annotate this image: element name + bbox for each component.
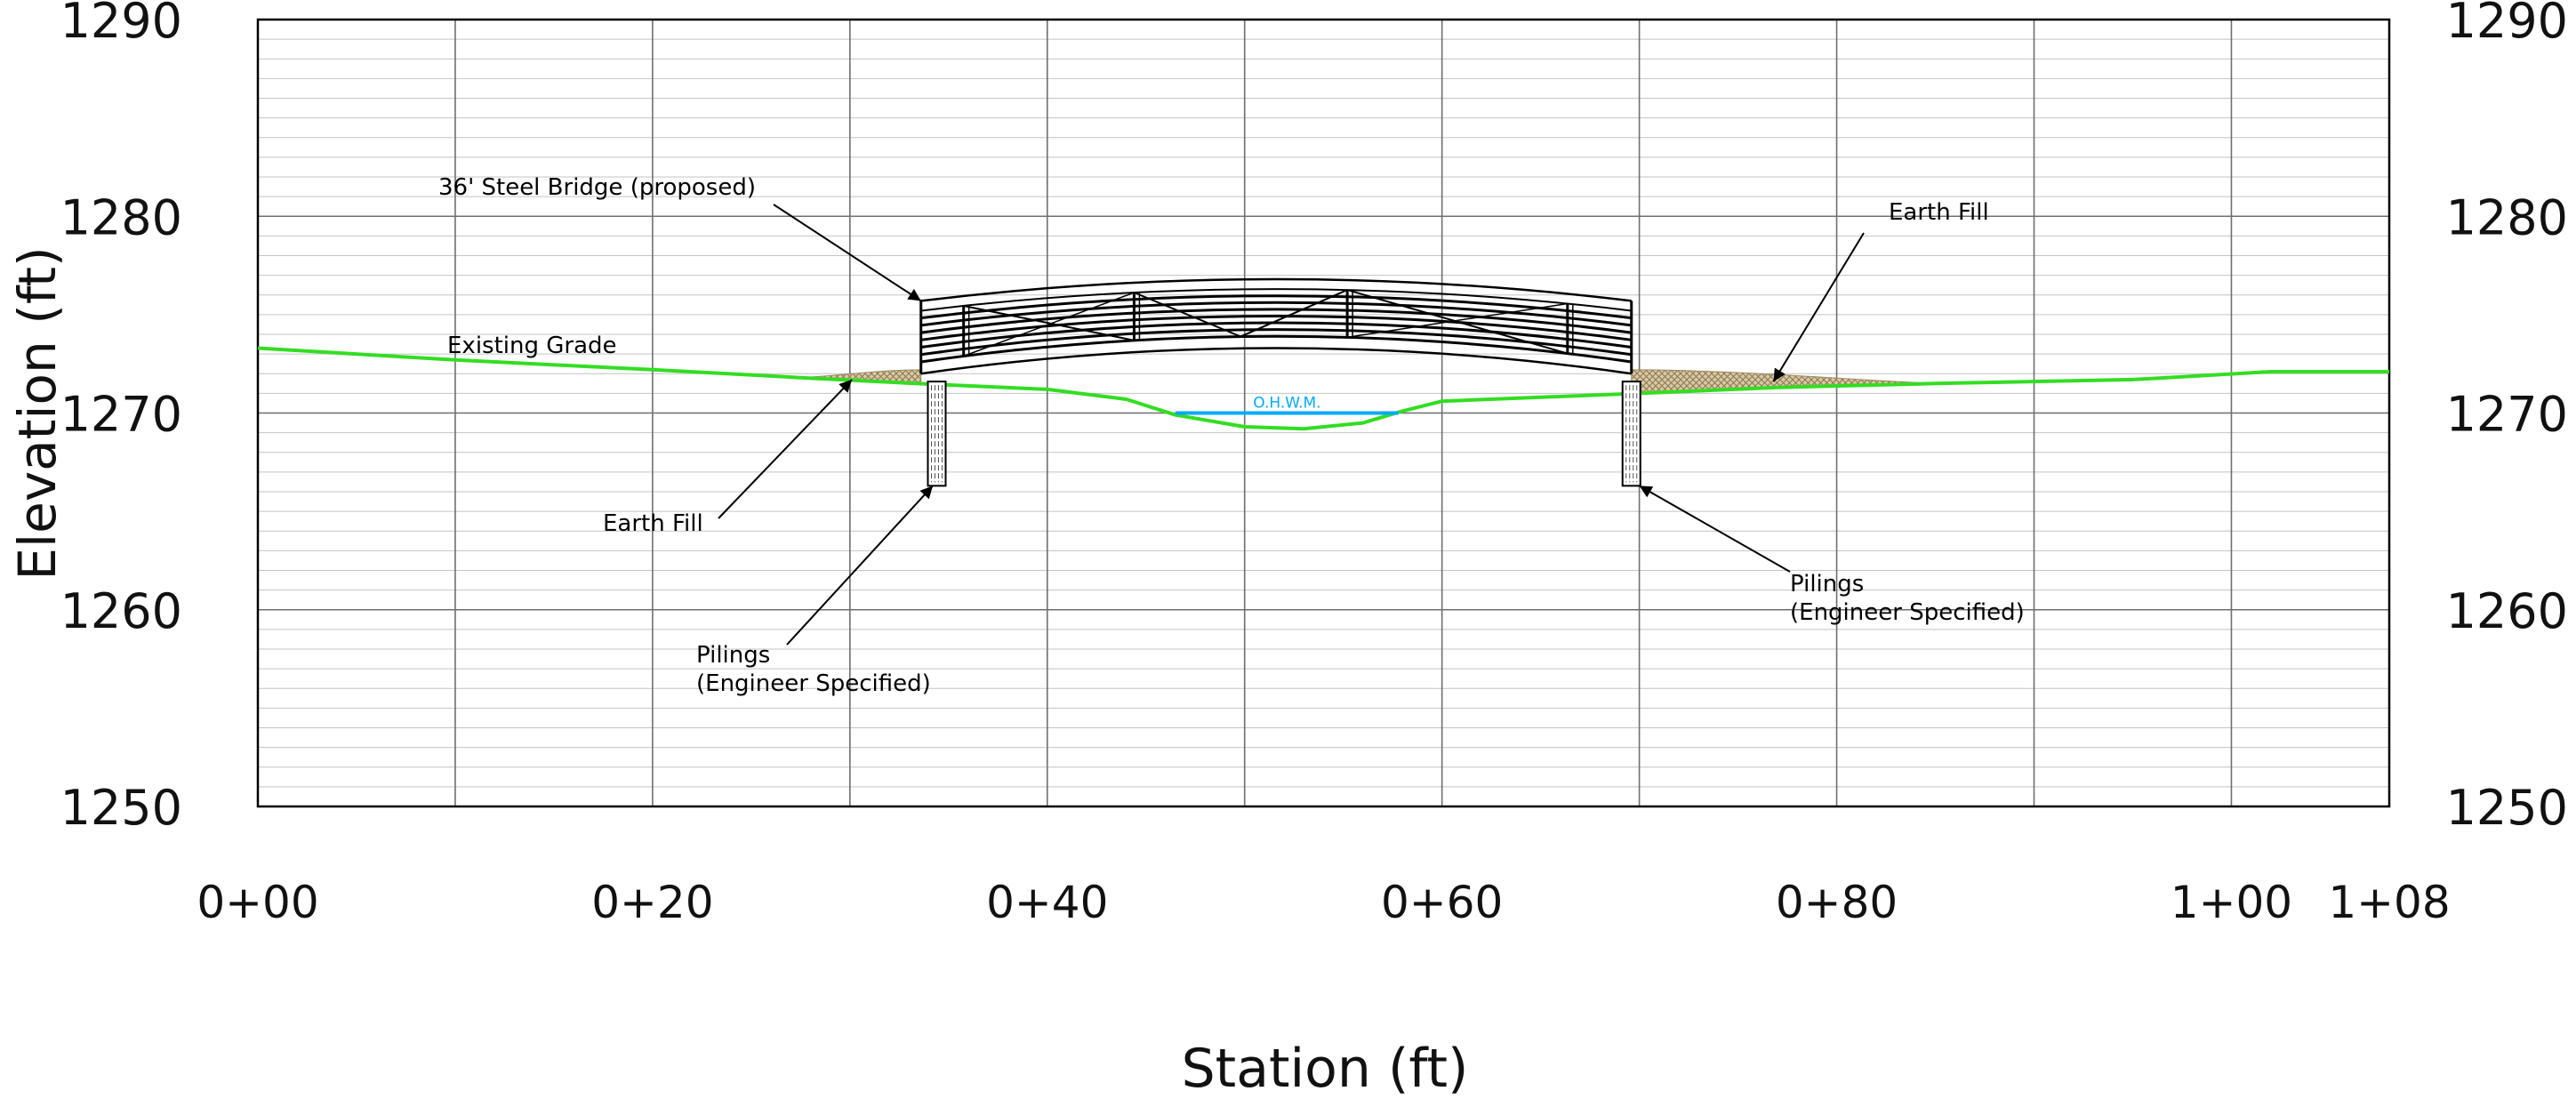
annotation-text: Earth Fill bbox=[603, 510, 703, 537]
y-tick-label-left: 1250 bbox=[60, 780, 182, 836]
annotation-text: Pilings bbox=[696, 642, 770, 669]
x-tick-label: 0+20 bbox=[591, 877, 713, 928]
bridge-rail bbox=[920, 294, 1632, 320]
x-tick-label: 0+00 bbox=[197, 877, 318, 928]
annotation-text: Pilings bbox=[1790, 571, 1864, 598]
x-axis-label: Station (ft) bbox=[1182, 1038, 1469, 1099]
y-tick-label-left: 1270 bbox=[60, 387, 182, 443]
ohwm-label: O.H.W.M. bbox=[1253, 395, 1320, 413]
bridge-diagonal bbox=[1347, 302, 1568, 339]
x-tick-label: 1+00 bbox=[2171, 877, 2292, 928]
axis-ticks: 1250 1250 1260 1260 1270 1270 1280 1280 1290 1290… bbox=[60, 0, 2568, 928]
y-tick-label-left: 1280 bbox=[60, 189, 182, 245]
piling bbox=[1621, 381, 1641, 487]
y-tick-label-right: 1280 bbox=[2446, 189, 2568, 245]
pilings bbox=[927, 381, 1641, 487]
bridge-diagonal bbox=[1240, 289, 1348, 338]
x-tick-label: 0+40 bbox=[986, 877, 1108, 928]
bridge-deck bbox=[920, 347, 1632, 375]
leader-arrow bbox=[718, 379, 853, 519]
leader-arrow bbox=[1639, 485, 1791, 573]
y-axis-label: Elevation (ft) bbox=[7, 246, 68, 580]
bridge-rail bbox=[920, 308, 1632, 334]
annotation-fill-left: Earth Fill bbox=[603, 379, 853, 537]
y-tick-label-right: 1260 bbox=[2446, 583, 2568, 639]
steel-bridge bbox=[919, 277, 1633, 375]
annotation-text: (Engineer Specified) bbox=[1790, 599, 2025, 626]
annotations: 36' Steel Bridge (proposed) Existing Grad… bbox=[438, 174, 2025, 697]
existing-grade-line bbox=[257, 346, 2389, 431]
annotation-grade: Existing Grade bbox=[447, 333, 617, 359]
bridge-rail bbox=[920, 321, 1632, 349]
x-tick-label: 1+08 bbox=[2328, 877, 2450, 928]
bridge-diagonal bbox=[963, 304, 1135, 341]
annotation-pilings-left: Pilings(Engineer Specified) bbox=[696, 485, 934, 697]
piling bbox=[927, 381, 947, 487]
y-tick-label-right: 1290 bbox=[2446, 0, 2568, 49]
x-tick-label: 0+60 bbox=[1381, 877, 1503, 928]
annotation-text: 36' Steel Bridge (proposed) bbox=[438, 174, 756, 201]
y-tick-label-right: 1270 bbox=[2446, 387, 2568, 443]
bridge-top-chord-inner bbox=[920, 288, 1632, 312]
annotation-pilings-right: Pilings(Engineer Specified) bbox=[1639, 485, 2025, 626]
y-tick-label-left: 1290 bbox=[60, 0, 182, 49]
annotation-fill-right: Earth Fill bbox=[1772, 199, 1989, 382]
leader-arrow bbox=[786, 485, 934, 646]
leader-arrow bbox=[773, 204, 922, 302]
annotation-text: (Engineer Specified) bbox=[696, 670, 931, 697]
leader-arrow bbox=[1772, 232, 1865, 382]
annotation-bridge: 36' Steel Bridge (proposed) bbox=[438, 174, 922, 302]
bridge-rail bbox=[920, 301, 1632, 327]
y-tick-label-left: 1260 bbox=[60, 583, 182, 639]
bridge-rail bbox=[920, 314, 1632, 341]
water-surface: O.H.W.M. bbox=[1176, 395, 1399, 415]
y-tick-label-right: 1250 bbox=[2446, 780, 2568, 836]
bridge-diagonal bbox=[1346, 289, 1569, 355]
existing-grade bbox=[257, 346, 2389, 431]
bridge-diagonal bbox=[963, 292, 1135, 357]
bridge-deck-inner bbox=[920, 334, 1632, 364]
annotation-text: Earth Fill bbox=[1889, 199, 1989, 226]
annotation-text: Existing Grade bbox=[447, 333, 617, 359]
plot-frame bbox=[256, 18, 2391, 808]
bridge-top-chord bbox=[920, 277, 1632, 302]
bridge-diagonal bbox=[1134, 292, 1241, 338]
x-tick-label: 0+80 bbox=[1776, 877, 1898, 928]
grid bbox=[258, 20, 2389, 806]
